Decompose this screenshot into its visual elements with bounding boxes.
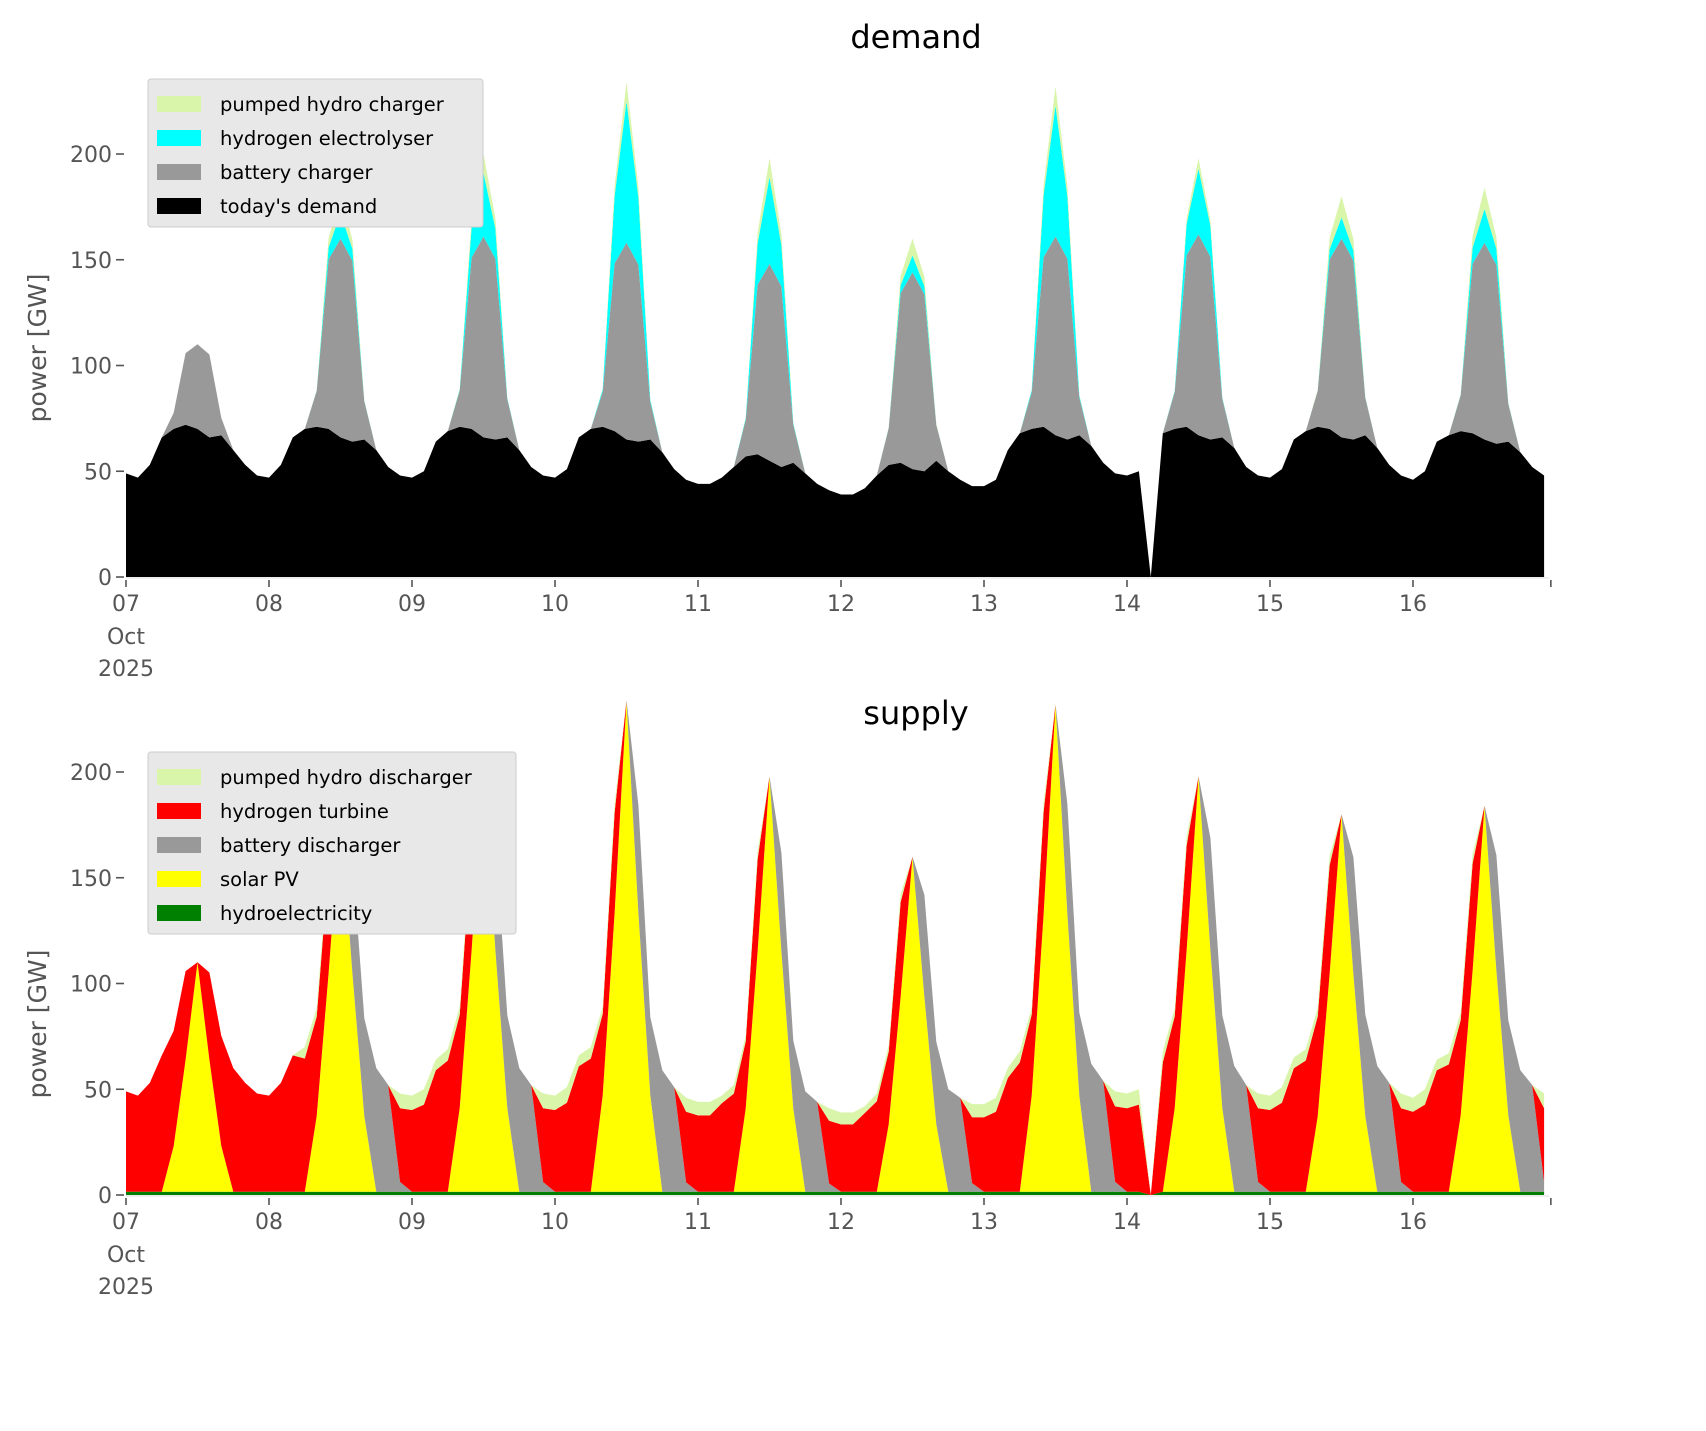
x-tick-label: 09 xyxy=(398,592,426,617)
y-tick-label: 0 xyxy=(98,1184,112,1209)
x-tick-label: 14 xyxy=(1113,1210,1141,1235)
x-tick-sublabel: Oct xyxy=(107,625,145,650)
legend-swatch xyxy=(157,769,201,785)
legend-swatch xyxy=(157,905,201,921)
y-tick-label: 50 xyxy=(84,1078,112,1103)
y-tick-label: 100 xyxy=(70,355,112,380)
x-tick-sublabel: Oct xyxy=(107,1243,145,1268)
x-tick-label: 12 xyxy=(827,1210,855,1235)
x-tick-label: 11 xyxy=(684,592,712,617)
demand-title: demand xyxy=(850,18,981,56)
supply-legend: pumped hydro discharger hydrogen turbine b… xyxy=(147,751,517,935)
x-tick-label: 13 xyxy=(970,1210,998,1235)
supply-x-axis: 07 08 09 10 11 12 13 14 15 16 Oct 2025 xyxy=(98,1195,1552,1300)
legend-label: today's demand xyxy=(220,195,377,218)
pumped-hydro-charger-area xyxy=(126,82,1545,577)
x-tick-label: 16 xyxy=(1399,592,1427,617)
legend-label: battery discharger xyxy=(220,834,401,857)
x-tick-label: 09 xyxy=(398,1210,426,1235)
x-tick-label: 14 xyxy=(1113,592,1141,617)
today-s-demand-area xyxy=(126,424,1545,577)
x-tick-label: 10 xyxy=(541,592,569,617)
legend-label: battery charger xyxy=(220,161,373,184)
legend-swatch xyxy=(157,164,201,180)
x-tick-sublabel: 2025 xyxy=(98,1275,154,1300)
legend-swatch xyxy=(157,871,201,887)
legend-box xyxy=(147,751,517,935)
x-tick-label: 10 xyxy=(541,1210,569,1235)
supply-panel: supply power [GW] 0 50 100 150 200 07 08 09 10 1… xyxy=(23,694,1552,1300)
x-tick-sublabel: 2025 xyxy=(98,657,154,682)
demand-y-axis-label: power [GW] xyxy=(23,274,52,423)
y-tick-label: 0 xyxy=(98,566,112,591)
pumped-hydro-discharger-area xyxy=(126,700,1545,1195)
legend-label: pumped hydro charger xyxy=(220,93,445,116)
hydroelectricity-area xyxy=(126,1191,1545,1195)
y-tick-label: 100 xyxy=(70,973,112,998)
y-tick-label: 200 xyxy=(70,761,112,786)
demand-x-axis: 07 08 09 10 11 12 13 14 15 16 Oct 2025 xyxy=(98,577,1552,682)
legend-label: hydroelectricity xyxy=(220,902,372,925)
x-tick-label: 08 xyxy=(255,1210,283,1235)
legend-label: solar PV xyxy=(220,868,299,891)
legend-swatch xyxy=(157,96,201,112)
legend-swatch xyxy=(157,130,201,146)
x-tick-label: 11 xyxy=(684,1210,712,1235)
supply-y-axis-label: power [GW] xyxy=(23,950,52,1099)
x-tick-label: 08 xyxy=(255,592,283,617)
y-tick-label: 150 xyxy=(70,249,112,274)
y-tick-label: 200 xyxy=(70,143,112,168)
demand-legend: pumped hydro charger hydrogen electrolyse… xyxy=(147,78,484,228)
x-tick-label: 13 xyxy=(970,592,998,617)
legend-label: hydrogen electrolyser xyxy=(220,127,434,150)
demand-y-axis: 0 50 100 150 200 xyxy=(70,143,124,591)
legend-swatch xyxy=(157,198,201,214)
x-tick-label: 16 xyxy=(1399,1210,1427,1235)
legend-label: hydrogen turbine xyxy=(220,800,389,823)
legend-swatch xyxy=(157,803,201,819)
supply-y-axis: 0 50 100 150 200 xyxy=(70,761,124,1209)
legend-label: pumped hydro discharger xyxy=(220,766,473,789)
x-tick-label: 12 xyxy=(827,592,855,617)
legend-box xyxy=(147,78,484,228)
hydrogen-turbine-area xyxy=(126,700,1545,1195)
battery-charger-area xyxy=(126,234,1545,577)
x-tick-label: 15 xyxy=(1256,592,1284,617)
x-tick-label: 15 xyxy=(1256,1210,1284,1235)
y-tick-label: 150 xyxy=(70,867,112,892)
supply-title: supply xyxy=(863,694,968,732)
demand-panel: demand power [GW] 0 50 100 150 200 07 08 09 10 1… xyxy=(23,18,1552,682)
legend-swatch xyxy=(157,837,201,853)
x-tick-label: 07 xyxy=(112,1210,140,1235)
x-tick-label: 07 xyxy=(112,592,140,617)
y-tick-label: 50 xyxy=(84,460,112,485)
